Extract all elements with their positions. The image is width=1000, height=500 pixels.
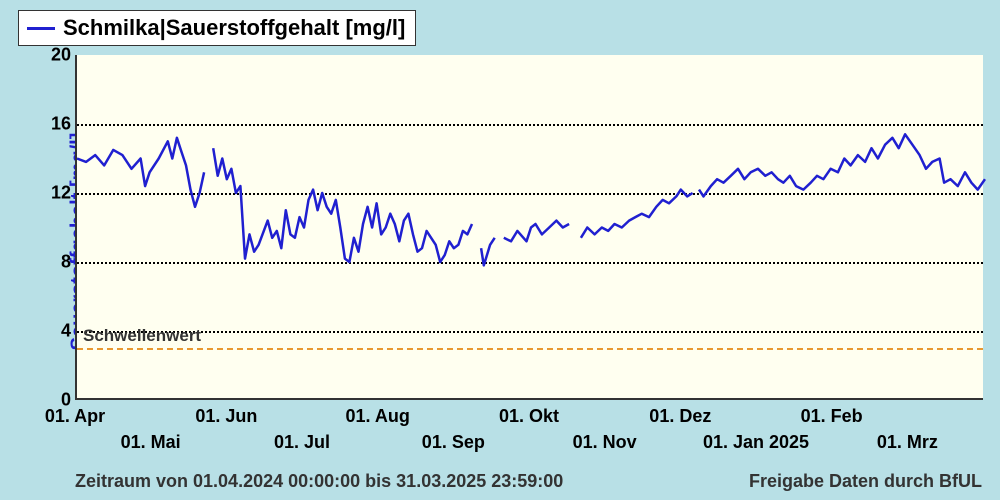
x-tick-label: 01. Jan 2025 bbox=[703, 432, 809, 453]
x-tick-label: 01. Jul bbox=[274, 432, 330, 453]
plot-area: 048121620Schwellenwert bbox=[75, 55, 983, 400]
legend-box: Schmilka|Sauerstoffgehalt [mg/l] bbox=[18, 10, 416, 46]
legend-series-line bbox=[27, 27, 55, 30]
y-tick-label: 4 bbox=[61, 321, 71, 342]
y-tick-label: 12 bbox=[51, 183, 71, 204]
y-tick-label: 20 bbox=[51, 45, 71, 66]
x-tick-label: 01. Apr bbox=[45, 406, 105, 427]
x-tick-label: 01. Mrz bbox=[877, 432, 938, 453]
legend-series-label: Schmilka|Sauerstoffgehalt [mg/l] bbox=[63, 15, 405, 41]
y-tick-label: 8 bbox=[61, 252, 71, 273]
x-tick-label: 01. Nov bbox=[573, 432, 637, 453]
series-line bbox=[77, 55, 985, 400]
footer-period: Zeitraum von 01.04.2024 00:00:00 bis 31.… bbox=[75, 471, 563, 492]
x-tick-label: 01. Jun bbox=[195, 406, 257, 427]
y-tick-label: 16 bbox=[51, 114, 71, 135]
footer-credit: Freigabe Daten durch BfUL bbox=[749, 471, 982, 492]
x-tick-label: 01. Aug bbox=[345, 406, 409, 427]
x-tick-label: 01. Okt bbox=[499, 406, 559, 427]
x-tick-label: 01. Feb bbox=[801, 406, 863, 427]
x-tick-label: 01. Mai bbox=[121, 432, 181, 453]
x-tick-label: 01. Dez bbox=[649, 406, 711, 427]
x-tick-label: 01. Sep bbox=[422, 432, 485, 453]
